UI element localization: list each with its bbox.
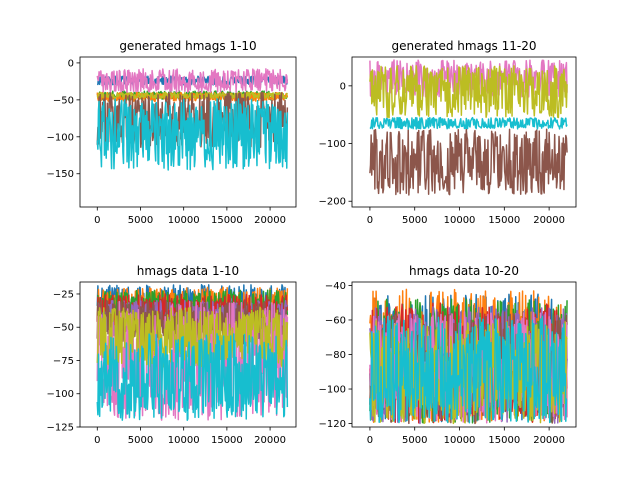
- y-tick-label: 0: [340, 81, 346, 92]
- series-line-9: [369, 315, 568, 424]
- subplot-1: 0 5000 10000 15000 20000 0 −50 −100 −150 generate…: [47, 39, 297, 226]
- y-tick-label: −50: [53, 323, 74, 334]
- series-line-5: [96, 68, 289, 94]
- y-tick-label: −50: [53, 95, 74, 106]
- x-tick-label: 0: [94, 435, 100, 446]
- y-tick-label: −100: [47, 132, 74, 143]
- x-tick-label: 10000: [168, 215, 200, 226]
- series-line-2: [369, 128, 568, 196]
- y-tick-label: −200: [319, 197, 346, 208]
- x-tick-label: 10000: [444, 215, 476, 226]
- subplot-title: hmags data 1-10: [137, 264, 239, 278]
- y-tick-label: −80: [325, 350, 346, 361]
- x-tick-label: 5000: [402, 215, 427, 226]
- axes-frame: [351, 56, 577, 208]
- x-tick-label: 20000: [533, 215, 565, 226]
- axes-frame: [79, 281, 297, 428]
- series-line-3: [369, 65, 568, 119]
- subplot-4: 0 5000 10000 15000 20000 −40 −60 −80 −100 −120 hma…: [319, 264, 577, 446]
- x-tick-label: 15000: [488, 215, 520, 226]
- series-group: [96, 284, 289, 421]
- series-line-8: [96, 306, 289, 368]
- x-tick-label: 20000: [254, 435, 286, 446]
- series-line-7: [96, 98, 289, 171]
- x-tick-label: 20000: [254, 215, 286, 226]
- y-tick-label: 0: [68, 58, 74, 69]
- subplot-3: 0 5000 10000 15000 20000 −25 −50 −75 −100 −125 hma…: [47, 264, 297, 446]
- x-tick-label: 20000: [533, 435, 565, 446]
- x-tick-label: 0: [367, 215, 373, 226]
- x-tick-label: 0: [367, 435, 373, 446]
- x-tick-label: 5000: [128, 435, 153, 446]
- subplot-title: generated hmags 1-10: [119, 39, 256, 53]
- series-group: [96, 68, 289, 171]
- series-group: [369, 288, 568, 425]
- y-tick-label: −60: [325, 315, 346, 326]
- y-tick-label: −120: [319, 419, 346, 430]
- x-tick-label: 10000: [168, 435, 200, 446]
- series-group: [369, 59, 568, 196]
- y-tick-label: −40: [325, 281, 346, 292]
- x-tick-label: 15000: [211, 215, 243, 226]
- y-tick-label: −100: [47, 389, 74, 400]
- x-tick-label: 10000: [444, 435, 476, 446]
- subplot-title: hmags data 10-20: [409, 264, 519, 278]
- y-tick-label: −125: [47, 423, 74, 434]
- subplot-2: 0 5000 10000 15000 20000 0 −100 −200 generated h…: [319, 39, 577, 226]
- x-tick-label: 15000: [211, 435, 243, 446]
- series-line-4: [369, 116, 568, 130]
- y-tick-label: −150: [47, 169, 74, 180]
- y-tick-label: −25: [53, 289, 74, 300]
- x-tick-label: 0: [94, 215, 100, 226]
- axes-frame: [79, 56, 297, 208]
- x-tick-label: 5000: [402, 435, 427, 446]
- y-tick-label: −75: [53, 356, 74, 367]
- x-tick-label: 15000: [488, 435, 520, 446]
- series-line-9: [96, 333, 289, 421]
- y-tick-label: −100: [319, 139, 346, 150]
- subplot-title: generated hmags 11-20: [392, 39, 537, 53]
- x-tick-label: 5000: [128, 215, 153, 226]
- y-tick-label: −100: [319, 385, 346, 396]
